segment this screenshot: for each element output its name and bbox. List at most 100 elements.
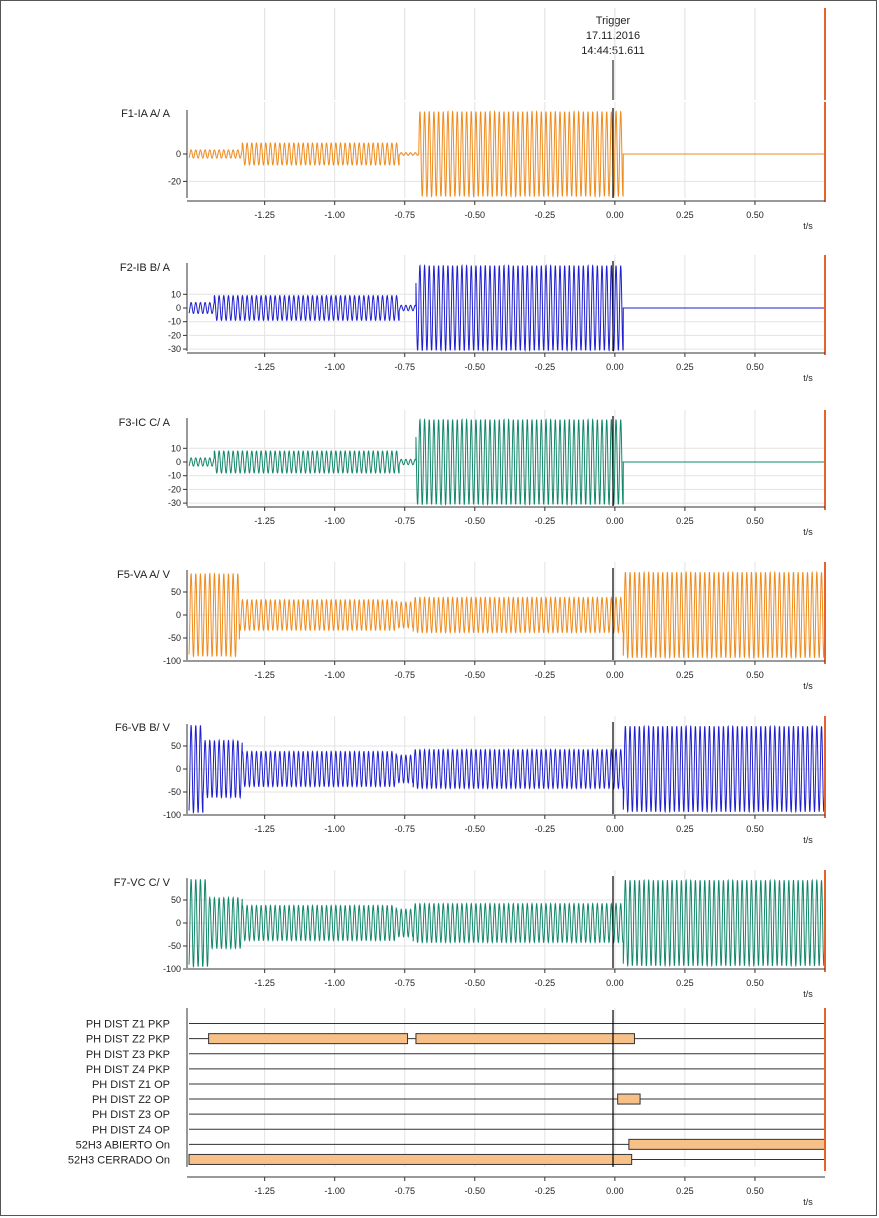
x-tick-label: 0.25 (676, 210, 694, 220)
x-tick-label: -1.25 (254, 978, 275, 988)
x-tick-label: 0.50 (746, 516, 764, 526)
x-tick-label: 0.50 (746, 670, 764, 680)
chart-title: F7-VC C/ V (114, 877, 171, 889)
channel-label: PH DIST Z4 OP (92, 1124, 170, 1136)
y-tick-label: 0 (176, 764, 181, 774)
chart-panel-2: F2-IB B/ A 10 0 -10 -20 -30 -1.25 -1.00 -0.75 -0.… (120, 255, 826, 383)
x-tick-label: -0.50 (465, 516, 486, 526)
channel-label: 52H3 ABIERTO On (76, 1139, 170, 1151)
y-tick-label: 50 (171, 741, 181, 751)
x-tick-label: -1.25 (254, 516, 275, 526)
y-tick-label: -100 (163, 656, 181, 666)
x-axis-label: t/s (803, 681, 813, 691)
waveform-series (188, 570, 826, 660)
chart-panel-3: F3-IC C/ A 10 0 -10 -20 -30 -1.25 -1.00 -0.75 -0.… (119, 410, 826, 537)
x-tick-label: 0.50 (746, 362, 764, 372)
x-tick-label: 0.00 (606, 1186, 624, 1196)
x-tick-label: 0.50 (746, 978, 764, 988)
x-tick-label: 0.50 (746, 1186, 764, 1196)
y-tick-label: 50 (171, 587, 181, 597)
y-tick-label: -30 (168, 344, 181, 354)
channel-label: PH DIST Z3 OP (92, 1109, 170, 1121)
y-tick-label: -50 (168, 633, 181, 643)
y-tick-label: -30 (168, 498, 181, 508)
x-tick-label: -0.75 (394, 824, 415, 834)
x-tick-label: -0.25 (535, 1186, 556, 1196)
chart-title: F3-IC C/ A (119, 417, 171, 429)
x-tick-label: 0.50 (746, 210, 764, 220)
x-tick-label: 0.50 (746, 824, 764, 834)
x-tick-label: 0.25 (676, 824, 694, 834)
channel-label: PH DIST Z2 PKP (86, 1034, 170, 1046)
y-tick-label: -10 (168, 317, 181, 327)
y-tick-label: -10 (168, 471, 181, 481)
x-tick-label: 0.25 (676, 362, 694, 372)
x-tick-label: -0.75 (394, 516, 415, 526)
y-tick-label: 0 (176, 303, 181, 313)
x-tick-label: 0.00 (606, 978, 624, 988)
y-tick-label: -50 (168, 941, 181, 951)
x-tick-label: -1.25 (254, 670, 275, 680)
waveform-series (188, 878, 826, 968)
chart-title: F2-IB B/ A (120, 262, 171, 274)
waveform-series (188, 418, 825, 506)
x-tick-label: 0.25 (676, 516, 694, 526)
x-tick-label: -1.00 (324, 824, 345, 834)
x-tick-label: -0.75 (394, 362, 415, 372)
y-tick-label: 0 (176, 610, 181, 620)
x-tick-label: 0.00 (606, 362, 624, 372)
channel-label: PH DIST Z1 OP (92, 1079, 170, 1091)
y-tick-label: -20 (168, 484, 181, 494)
x-tick-label: -0.25 (535, 670, 556, 680)
digital-panel: PH DIST Z1 PKP PH DIST Z2 PKP PH DIST Z3 P… (68, 1008, 826, 1207)
x-tick-label: -0.50 (465, 978, 486, 988)
chart-panel-4: F5-VA A/ V50 0 -50 -100 -1.25 -1.00 -0.75 -0.50… (117, 562, 826, 691)
x-tick-label: -0.25 (535, 210, 556, 220)
x-tick-label: -1.00 (324, 516, 345, 526)
trigger-time: 14:44:51.611 (581, 45, 644, 57)
x-axis-label: t/s (803, 1197, 813, 1207)
x-tick-label: -1.25 (254, 824, 275, 834)
y-tick-label: -100 (163, 964, 181, 974)
x-axis-label: t/s (803, 989, 813, 999)
x-tick-label: -1.25 (254, 362, 275, 372)
waveform-series (188, 110, 825, 198)
x-axis-label: t/s (803, 373, 813, 383)
waveform-series (188, 724, 826, 814)
x-tick-label: 0.25 (676, 670, 694, 680)
x-tick-label: 0.00 (606, 516, 624, 526)
channel-active-bar (628, 1138, 826, 1150)
x-tick-label: -1.00 (324, 362, 345, 372)
x-tick-label: -0.50 (465, 670, 486, 680)
y-tick-label: -100 (163, 810, 181, 820)
x-tick-label: -1.00 (324, 670, 345, 680)
x-tick-label: -0.75 (394, 978, 415, 988)
x-tick-label: -0.25 (535, 362, 556, 372)
trigger-label: Trigger 17.11.2016 14:44:51.611 (581, 15, 644, 57)
chart-panel-1: F1-IA A/ A 0 -20 -1.25 -1.00 -0.75 -0.50 -0.25 0… (121, 102, 826, 231)
x-tick-label: 0.00 (606, 670, 624, 680)
x-tick-label: -0.75 (394, 1186, 415, 1196)
x-tick-label: -0.25 (535, 824, 556, 834)
x-axis-label: t/s (803, 527, 813, 537)
y-tick-label: -20 (168, 176, 181, 186)
y-tick-label: 10 (171, 443, 181, 453)
chart-panel-5: F6-VB B/ V50 0 -50 -100 -1.25 -1.00 -0.75 -0.50… (115, 716, 826, 845)
x-tick-label: 0.00 (606, 210, 624, 220)
channel-label: PH DIST Z1 PKP (86, 1019, 170, 1031)
channel-active-bar (208, 1033, 409, 1045)
y-tick-label: -20 (168, 330, 181, 340)
x-tick-label: -1.00 (324, 210, 345, 220)
channel-label: PH DIST Z3 PKP (86, 1049, 170, 1061)
y-tick-label: 10 (171, 289, 181, 299)
chart-title: F5-VA A/ V (117, 569, 171, 581)
x-tick-label: -1.00 (324, 1186, 345, 1196)
x-tick-label: -0.50 (465, 362, 486, 372)
x-tick-label: 0.25 (676, 1186, 694, 1196)
channel-active-bar (188, 1153, 633, 1165)
waveform-series (188, 264, 825, 352)
chart-title: F1-IA A/ A (121, 108, 171, 120)
y-tick-label: -50 (168, 787, 181, 797)
x-tick-label: -1.25 (254, 210, 275, 220)
